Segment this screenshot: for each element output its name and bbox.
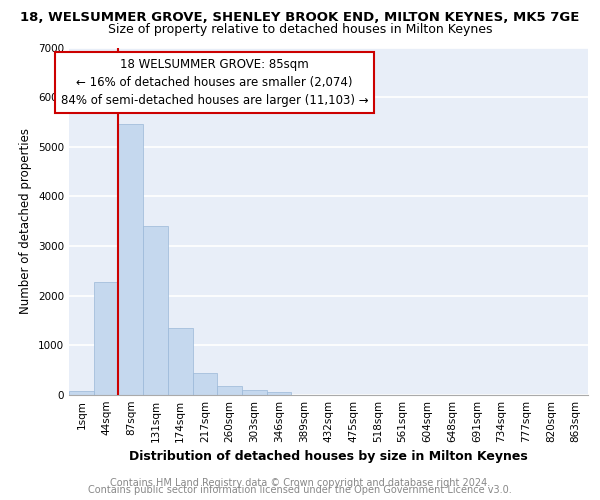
- Text: Contains HM Land Registry data © Crown copyright and database right 2024.: Contains HM Land Registry data © Crown c…: [110, 478, 490, 488]
- Bar: [118, 124, 143, 395]
- Text: 18 WELSUMMER GROVE: 85sqm
← 16% of detached houses are smaller (2,074)
84% of se: 18 WELSUMMER GROVE: 85sqm ← 16% of detac…: [61, 58, 368, 107]
- X-axis label: Distribution of detached houses by size in Milton Keynes: Distribution of detached houses by size …: [129, 450, 528, 464]
- Bar: [242, 390, 267, 395]
- Bar: [69, 392, 94, 395]
- Bar: [168, 328, 193, 395]
- Text: Size of property relative to detached houses in Milton Keynes: Size of property relative to detached ho…: [108, 22, 492, 36]
- Bar: [143, 226, 168, 395]
- Text: 18, WELSUMMER GROVE, SHENLEY BROOK END, MILTON KEYNES, MK5 7GE: 18, WELSUMMER GROVE, SHENLEY BROOK END, …: [20, 11, 580, 24]
- Bar: [94, 282, 118, 395]
- Bar: [217, 386, 242, 395]
- Y-axis label: Number of detached properties: Number of detached properties: [19, 128, 32, 314]
- Bar: [267, 392, 292, 395]
- Text: Contains public sector information licensed under the Open Government Licence v3: Contains public sector information licen…: [88, 485, 512, 495]
- Bar: [193, 372, 217, 395]
